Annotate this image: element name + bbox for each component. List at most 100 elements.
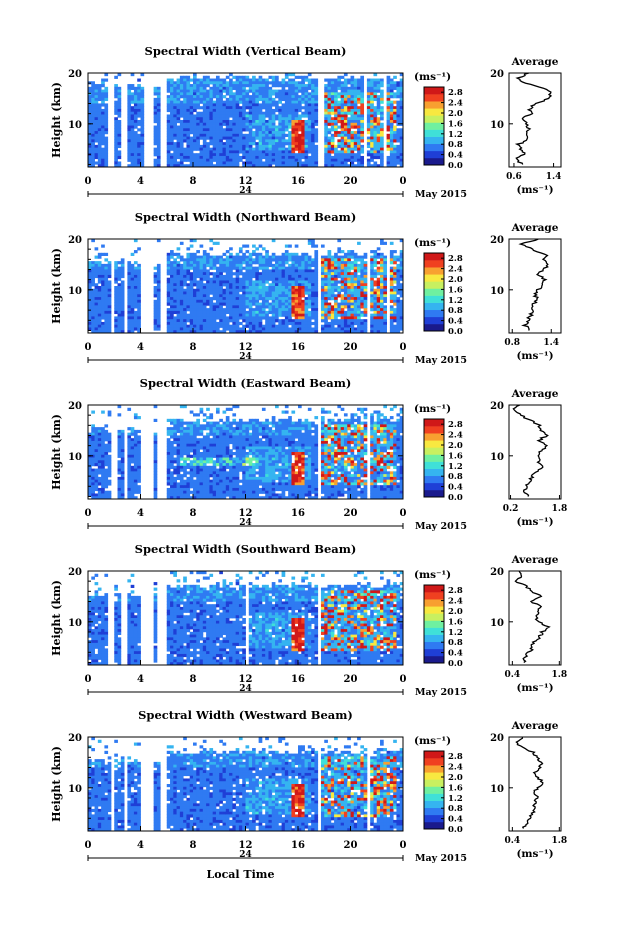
heatmap-cell	[265, 280, 269, 284]
heatmap-cell	[373, 95, 378, 99]
heatmap-cell	[170, 324, 174, 328]
heatmap-cell	[383, 274, 387, 279]
heatmap-cell	[396, 153, 401, 157]
heatmap-cell	[153, 291, 158, 295]
heatmap-cell	[248, 120, 253, 124]
heatmap-cell	[386, 147, 391, 151]
heatmap-cell	[137, 299, 141, 303]
heatmap-cell	[176, 269, 181, 273]
heatmap-cell	[337, 286, 342, 290]
heatmap-cell	[324, 95, 328, 99]
heatmap-cell	[389, 92, 394, 96]
heatmap-cell	[101, 280, 105, 284]
heatmap-cell	[393, 316, 397, 320]
heatmap-cell	[350, 274, 355, 279]
heatmap-cell	[117, 272, 122, 276]
heatmap-cell	[357, 125, 361, 129]
heatmap-cell	[173, 277, 177, 281]
heatmap-cell	[101, 92, 105, 96]
heatmap-cell	[170, 310, 174, 315]
heatmap-cell	[258, 286, 263, 290]
heatmap-cell	[225, 92, 230, 96]
colorbar-swatch	[424, 267, 444, 275]
heatmap-cell	[209, 261, 214, 265]
heatmap-cell	[170, 252, 174, 256]
heatmap-cell	[334, 84, 338, 88]
heatmap-cell	[376, 272, 381, 276]
heatmap-cell	[265, 277, 269, 281]
heatmap-cell	[324, 122, 328, 126]
heatmap-cell	[357, 286, 361, 290]
heatmap-cell	[265, 305, 269, 309]
heatmap-cell	[252, 286, 256, 290]
heatmap-cell	[209, 142, 214, 146]
heatmap-cell	[255, 319, 260, 323]
heatmap-cell	[314, 164, 319, 168]
heatmap-cell	[222, 308, 227, 312]
heatmap-cell	[370, 291, 374, 295]
heatmap-cell	[281, 147, 286, 151]
heatmap-cell	[199, 111, 204, 115]
heatmap-cell	[202, 283, 207, 287]
heatmap-cell	[311, 136, 315, 140]
heatmap-cell	[393, 139, 397, 143]
heatmap-cell	[337, 330, 342, 334]
heatmap-cell	[386, 125, 391, 129]
heatmap-cell	[380, 288, 384, 292]
heatmap-cell	[127, 122, 132, 126]
heatmap-cell	[232, 261, 237, 265]
heatmap-cell	[176, 316, 181, 320]
heatmap-cell	[199, 125, 204, 129]
heatmap-cell	[232, 144, 237, 149]
heatmap-cell	[133, 310, 138, 315]
heatmap-cell	[166, 291, 171, 295]
heatmap-cell	[166, 150, 171, 154]
heatmap-cell	[238, 313, 243, 317]
heatmap-cell	[219, 310, 223, 315]
heatmap-cell	[399, 117, 404, 121]
heatmap-cell	[232, 266, 237, 270]
heatmap-cell	[114, 75, 118, 79]
heatmap-cell	[334, 133, 338, 137]
heatmap-cell	[265, 310, 269, 315]
heatmap-cell	[238, 266, 243, 270]
heatmap-cell	[330, 108, 335, 113]
heatmap-cell	[170, 142, 174, 146]
heatmap-cell	[389, 252, 394, 256]
heatmap-cell	[199, 261, 204, 265]
heatmap-cell	[127, 106, 132, 110]
heatmap-cell	[170, 274, 174, 279]
heatmap-cell	[133, 161, 138, 165]
heatmap-cell	[97, 288, 102, 292]
heatmap-cell	[189, 161, 194, 165]
heatmap-cell	[393, 117, 397, 121]
heatmap-cell	[101, 321, 105, 326]
heatmap-cell	[235, 103, 240, 107]
heatmap-cell	[107, 319, 112, 323]
heatmap-cell	[199, 288, 204, 292]
heatmap-cell	[337, 161, 342, 165]
heatmap-cell	[340, 128, 345, 132]
heatmap-cell	[245, 117, 250, 121]
heatmap-cell	[389, 81, 394, 85]
heatmap-cell	[314, 89, 319, 93]
heatmap-cell	[363, 269, 368, 273]
heatmap-cell	[278, 310, 282, 315]
heatmap-cell	[196, 128, 200, 132]
heatmap-cell	[281, 299, 286, 303]
heatmap-cell	[314, 81, 319, 85]
heatmap-cell	[235, 286, 240, 290]
heatmap-cell	[104, 280, 109, 284]
heatmap-cell	[238, 84, 243, 88]
heatmap-cell	[393, 150, 397, 154]
heatmap-cell	[278, 313, 282, 317]
heatmap-cell	[284, 308, 289, 312]
heatmap-cell	[386, 142, 391, 146]
heatmap-cell	[153, 319, 158, 323]
heatmap-cell	[271, 283, 276, 287]
heatmap-cell	[212, 308, 217, 312]
heatmap-cell	[291, 133, 296, 137]
heatmap-cell	[189, 321, 194, 326]
heatmap-cell	[248, 283, 253, 287]
heatmap-cell	[275, 297, 279, 301]
